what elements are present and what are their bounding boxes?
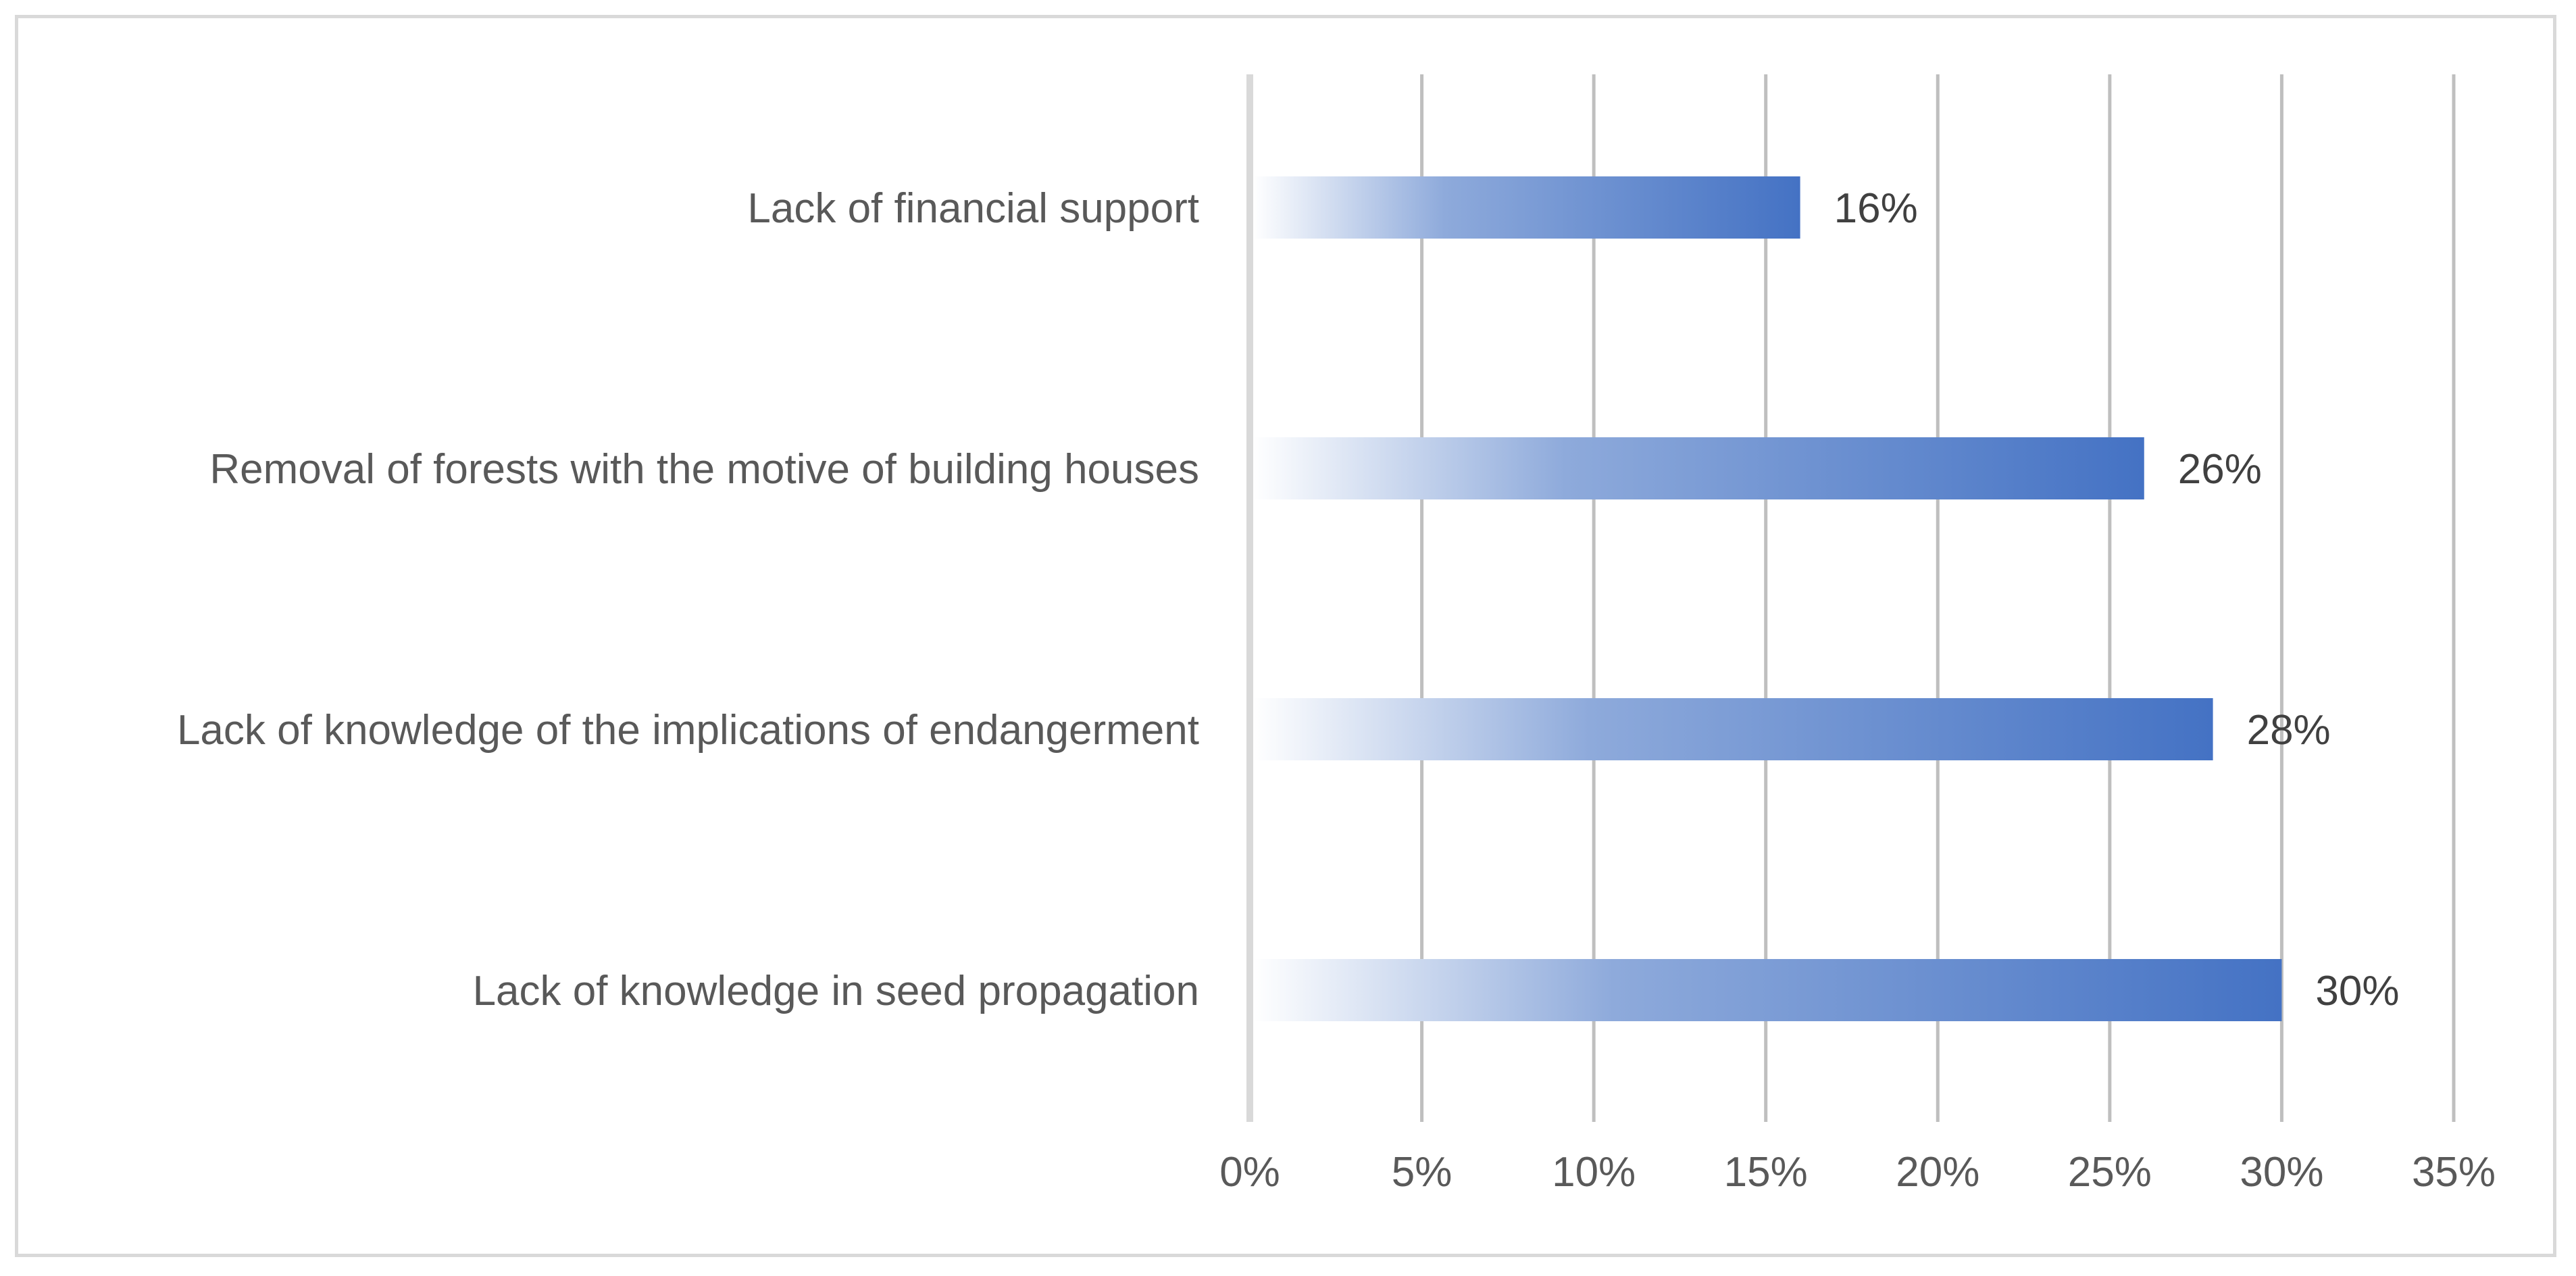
gridlines [1420, 74, 2456, 1122]
data-label: 28% [2247, 707, 2331, 754]
data-label: 30% [2315, 968, 2399, 1014]
x-tick-label: 30% [2240, 1149, 2323, 1196]
x-tick-label: 0% [1219, 1149, 1280, 1196]
category-label: Removal of forests with the motive of bu… [209, 446, 1199, 493]
x-tick-label: 20% [1896, 1149, 1979, 1196]
category-label: Lack of knowledge of the implications of… [177, 707, 1199, 754]
bar [1253, 176, 1800, 239]
bar [1253, 959, 2282, 1021]
bar [1253, 437, 2144, 499]
x-tick-label: 5% [1392, 1149, 1453, 1196]
x-tick-label: 15% [1724, 1149, 1808, 1196]
labels: 0% 5% 10% 15% 20% 25% 30% 35% 16% Lack of financi… [177, 185, 2496, 1196]
x-tick-label: 35% [2412, 1149, 2496, 1196]
bars [1253, 176, 2282, 1021]
category-label: Lack of knowledge in seed propagation [473, 968, 1199, 1014]
bar [1253, 698, 2213, 760]
data-label: 26% [2178, 446, 2262, 493]
x-tick-label: 25% [2068, 1149, 2152, 1196]
category-label: Lack of financial support [747, 185, 1199, 232]
data-label: 16% [1834, 185, 1918, 232]
x-tick-label: 10% [1552, 1149, 1636, 1196]
